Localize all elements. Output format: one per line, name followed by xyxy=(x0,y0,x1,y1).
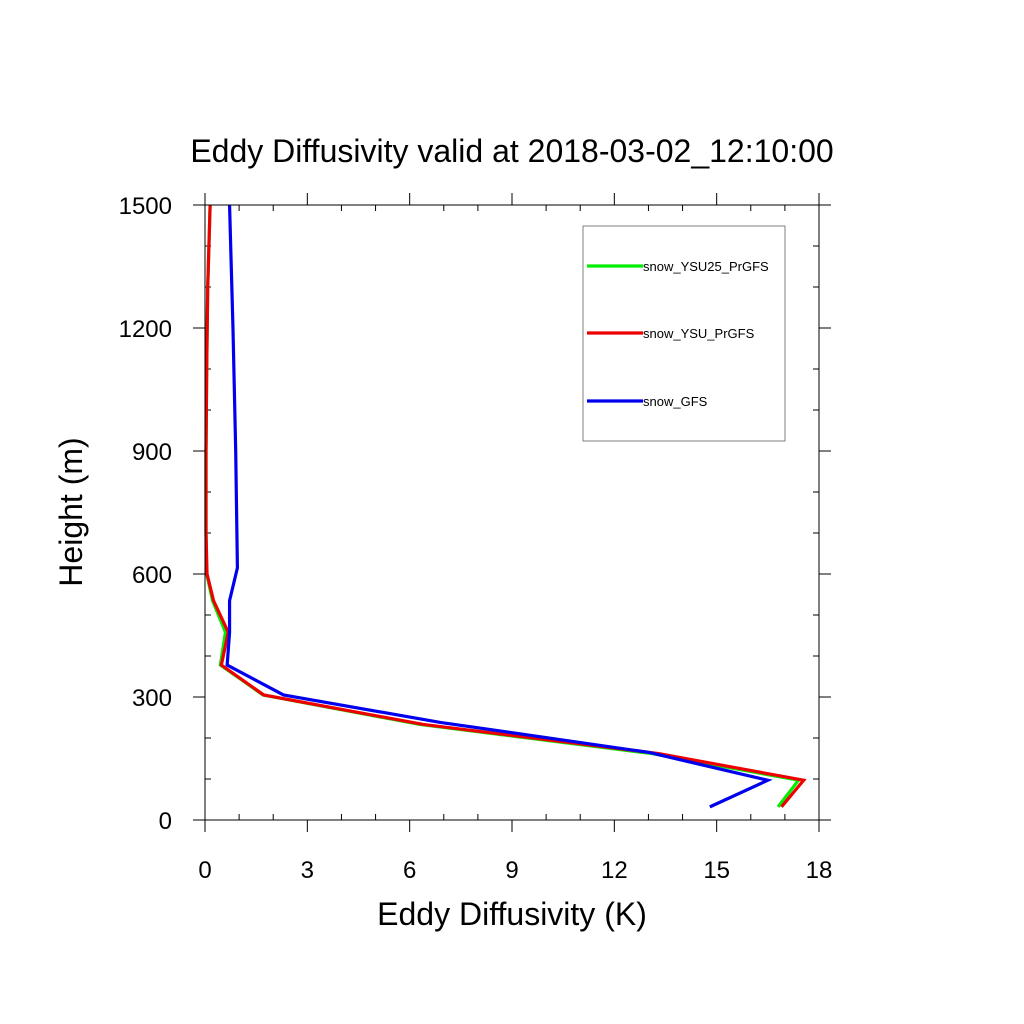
x-tick-label: 18 xyxy=(806,857,833,884)
y-tick-label: 1200 xyxy=(119,316,172,343)
legend-label: snow_GFS xyxy=(643,394,708,409)
x-tick-label: 3 xyxy=(301,857,314,884)
y-tick-label: 900 xyxy=(132,439,172,466)
legend-label: snow_YSU_PrGFS xyxy=(643,326,755,341)
y-tick-label: 600 xyxy=(132,562,172,589)
y-tick-label: 300 xyxy=(132,685,172,712)
x-tick-label: 12 xyxy=(601,857,628,884)
x-tick-label: 0 xyxy=(198,857,211,884)
x-axis-label: Eddy Diffusivity (K) xyxy=(377,896,647,932)
legend: snow_YSU25_PrGFS snow_YSU_PrGFS snow_GFS xyxy=(582,225,786,442)
x-tick-labels: 0 3 6 9 12 15 18 xyxy=(198,857,832,884)
y-tick-labels: 0 300 600 900 1200 1500 xyxy=(119,193,172,835)
plot-frame xyxy=(204,204,820,821)
x-tick-label: 9 xyxy=(505,857,518,884)
legend-label: snow_YSU25_PrGFS xyxy=(643,259,769,274)
series-lines xyxy=(204,204,807,809)
series-line-snow_GFS xyxy=(225,204,773,809)
y-tick-label: 1500 xyxy=(119,193,172,220)
legend-entries: snow_YSU25_PrGFS snow_YSU_PrGFS snow_GFS xyxy=(587,259,769,409)
y-axis-label: Height (m) xyxy=(53,437,89,586)
x-tick-label: 6 xyxy=(403,857,416,884)
x-tick-label: 15 xyxy=(703,857,730,884)
y-tick-label: 0 xyxy=(159,808,172,835)
chart-title: Eddy Diffusivity valid at 2018-03-02_12:… xyxy=(190,133,833,169)
